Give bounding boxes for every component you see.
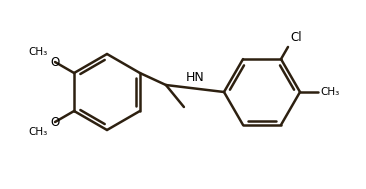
Text: CH₃: CH₃ <box>320 87 339 97</box>
Text: O: O <box>51 56 60 68</box>
Text: HN: HN <box>186 71 204 84</box>
Text: CH₃: CH₃ <box>28 127 47 137</box>
Text: Cl: Cl <box>290 31 302 44</box>
Text: CH₃: CH₃ <box>28 47 47 57</box>
Text: O: O <box>51 115 60 129</box>
